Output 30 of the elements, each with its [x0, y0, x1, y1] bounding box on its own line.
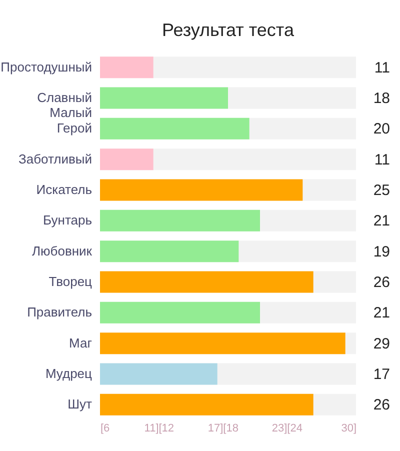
x-tick-label: 17][18: [208, 422, 238, 434]
x-tick-label: 23][24: [272, 422, 302, 434]
data-label: 29: [373, 335, 390, 352]
y-tick-label: Заботливый: [18, 151, 92, 166]
y-tick-label: Маг: [69, 335, 92, 350]
y-tick-label: Творец: [48, 274, 93, 289]
y-tick-label: Герой: [56, 120, 92, 136]
x-tick-label: [6: [100, 422, 110, 434]
data-label: 21: [373, 304, 390, 322]
x-tick-label: 30]: [341, 422, 356, 434]
y-tick-label: Простодушный: [0, 59, 92, 74]
y-tick-label: Правитель: [27, 304, 92, 320]
y-tick-label: Искатель: [36, 182, 92, 197]
y-tick-label: Мудрец: [45, 366, 93, 381]
y-tick-label: Шут: [68, 396, 92, 412]
y-tick-label: Бунтарь: [43, 212, 92, 228]
data-label: 26: [373, 274, 390, 291]
data-label: 18: [373, 90, 390, 107]
data-label: 20: [373, 120, 390, 138]
y-tick-label: Славный Малый: [37, 90, 92, 120]
data-label: 21: [373, 212, 390, 230]
x-tick-label: 11][12: [144, 422, 174, 434]
data-label: 26: [373, 396, 390, 414]
data-label: 25: [373, 182, 390, 199]
data-label: 11: [374, 151, 390, 168]
data-label: 11: [374, 59, 390, 76]
data-label: 19: [373, 243, 390, 260]
chart-title: Результат теста: [162, 20, 295, 40]
y-tick-label: Любовник: [32, 243, 92, 258]
data-label: 17: [373, 366, 390, 383]
